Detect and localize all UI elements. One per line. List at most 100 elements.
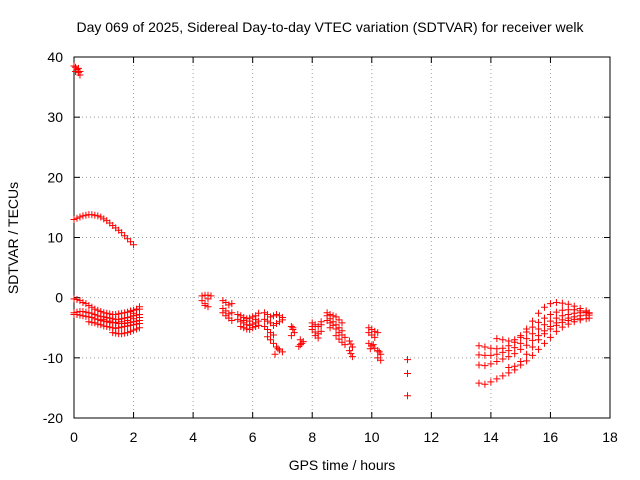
chart-title: Day 069 of 2025, Sidereal Day-to-day VTE…	[76, 19, 584, 35]
data-point	[535, 336, 543, 344]
data-point	[100, 315, 108, 323]
data-point	[287, 332, 295, 340]
data-point	[299, 338, 307, 346]
data-point	[564, 300, 572, 308]
data-point	[535, 309, 543, 317]
data-point	[552, 298, 560, 306]
data-point	[505, 337, 513, 345]
data-point	[243, 325, 251, 333]
data-point	[70, 62, 78, 70]
data-point	[127, 238, 135, 246]
data-point	[517, 345, 525, 353]
data-point	[371, 333, 379, 341]
y-tick-label: 20	[47, 169, 63, 185]
data-point	[103, 323, 111, 331]
x-tick-label: 14	[483, 429, 499, 445]
data-point	[314, 323, 322, 331]
data-series	[100, 303, 144, 326]
data-point	[499, 336, 507, 344]
data-point	[348, 353, 356, 361]
data-point	[73, 311, 81, 319]
data-point	[517, 339, 525, 347]
data-series	[404, 356, 412, 400]
data-point	[261, 323, 269, 331]
data-point	[219, 297, 227, 305]
data-point	[523, 325, 531, 333]
data-point	[576, 315, 584, 323]
data-series	[109, 324, 144, 338]
data-point	[275, 346, 283, 354]
data-point	[264, 333, 272, 341]
data-point	[523, 357, 531, 365]
data-point	[529, 351, 537, 359]
data-point	[546, 311, 554, 319]
data-point	[481, 343, 489, 351]
data-point	[127, 321, 135, 329]
data-point	[118, 318, 126, 326]
data-point	[371, 327, 379, 335]
data-point	[76, 297, 84, 305]
data-point	[404, 369, 412, 377]
data-point	[70, 295, 78, 303]
data-point	[88, 303, 96, 311]
data-point	[270, 331, 278, 339]
data-point	[511, 350, 519, 358]
data-point	[338, 319, 346, 327]
data-point	[366, 345, 374, 353]
data-point	[558, 306, 566, 314]
data-series	[85, 318, 144, 332]
data-point	[130, 309, 138, 317]
data-point	[552, 308, 560, 316]
data-point	[540, 330, 548, 338]
data-series	[219, 297, 236, 325]
data-point	[505, 353, 513, 361]
data-point	[76, 67, 84, 75]
data-point	[529, 330, 537, 338]
data-point	[97, 213, 105, 221]
data-point	[558, 318, 566, 326]
data-point	[335, 335, 343, 343]
data-point	[133, 325, 141, 333]
data-series	[287, 323, 298, 340]
data-point	[552, 314, 560, 322]
data-point	[274, 345, 282, 353]
data-point	[106, 323, 114, 331]
data-point	[136, 314, 144, 322]
data-series	[295, 336, 307, 350]
y-tick-label: 10	[47, 230, 63, 246]
data-point	[82, 211, 90, 219]
data-point	[275, 312, 283, 320]
data-point	[487, 351, 495, 359]
data-series	[345, 337, 356, 361]
data-point	[91, 319, 99, 327]
data-point	[535, 318, 543, 326]
data-point	[100, 215, 108, 223]
data-point	[85, 301, 93, 309]
x-tick-label: 0	[70, 429, 78, 445]
data-point	[261, 309, 269, 317]
data-point	[493, 375, 501, 383]
data-point	[270, 312, 278, 320]
data-series	[475, 311, 593, 370]
data-series	[261, 309, 286, 358]
data-point	[487, 378, 495, 386]
data-point	[118, 330, 126, 338]
y-tick-label: 30	[47, 109, 63, 125]
data-point	[264, 326, 272, 334]
data-point	[375, 348, 383, 356]
data-point	[207, 292, 215, 300]
data-point	[511, 362, 519, 370]
data-point	[234, 315, 242, 323]
data-point	[540, 303, 548, 311]
data-series	[198, 291, 215, 311]
data-point	[76, 213, 84, 221]
data-point	[79, 298, 87, 306]
data-point	[272, 311, 280, 319]
data-point	[252, 323, 260, 331]
data-point	[240, 324, 248, 332]
data-point	[124, 235, 132, 243]
data-point	[73, 295, 81, 303]
data-series	[234, 309, 263, 334]
data-point	[540, 339, 548, 347]
